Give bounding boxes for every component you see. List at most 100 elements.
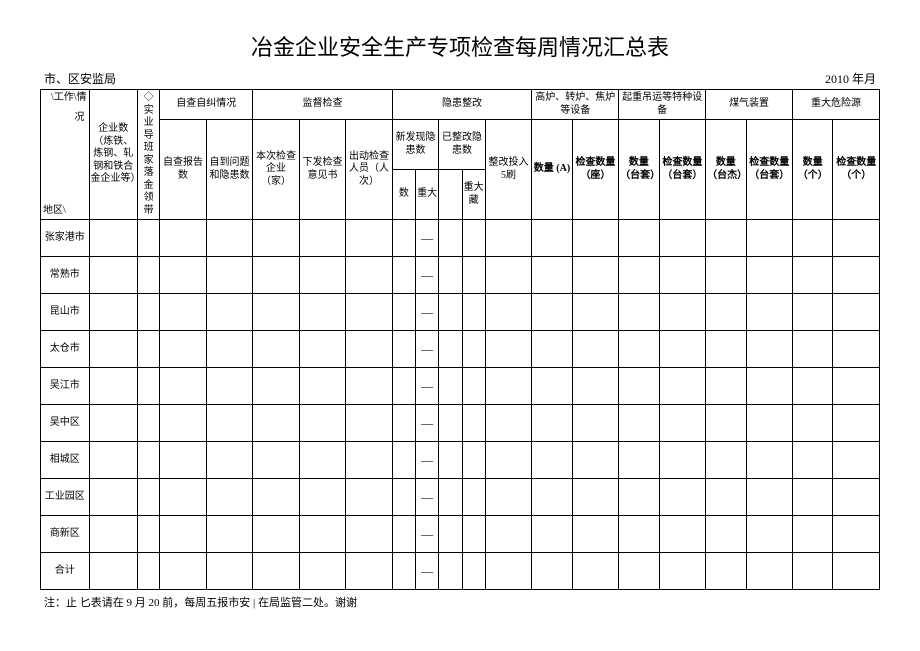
data-cell: [439, 331, 462, 368]
data-cell: [485, 553, 532, 590]
data-cell: [299, 368, 346, 405]
data-cell: [619, 553, 659, 590]
col-zhenggai-touru: 整改投入5刷: [485, 120, 532, 220]
data-cell: [619, 294, 659, 331]
data-cell: [706, 294, 746, 331]
data-cell: [833, 294, 880, 331]
meta-row: 市、区安监局 2010 年月: [40, 70, 880, 87]
grp-zhongda: 重大危险源: [793, 90, 880, 120]
data-cell: [746, 368, 793, 405]
data-cell: [572, 553, 619, 590]
data-cell: [746, 442, 793, 479]
data-cell: [346, 294, 393, 331]
data-cell: [89, 257, 138, 294]
table-row: 相城区—: [41, 442, 880, 479]
data-cell: [138, 294, 160, 331]
data-cell: [572, 220, 619, 257]
data-cell: [793, 405, 833, 442]
meta-left: 市、区安监局: [44, 70, 116, 87]
data-cell: [138, 220, 160, 257]
data-cell: [485, 331, 532, 368]
data-cell: [253, 220, 300, 257]
data-cell: [619, 368, 659, 405]
data-cell: [138, 516, 160, 553]
data-cell: [392, 257, 415, 294]
region-cell: 商新区: [41, 516, 90, 553]
table-row: 太仓市 —: [41, 331, 880, 368]
col-shuliang-tai: 数量（台套）: [619, 120, 659, 220]
data-cell: [160, 405, 207, 442]
data-cell: [706, 479, 746, 516]
data-cell: [572, 257, 619, 294]
data-cell: [346, 553, 393, 590]
data-cell: [746, 553, 793, 590]
data-cell: [439, 405, 462, 442]
col-xiafa: 下发检查意见书: [299, 120, 346, 220]
data-cell: [572, 405, 619, 442]
data-cell: [253, 257, 300, 294]
data-cell: [572, 479, 619, 516]
data-cell: [439, 479, 462, 516]
data-cell: [485, 516, 532, 553]
data-cell: [746, 220, 793, 257]
data-cell: —: [416, 479, 439, 516]
data-cell: [439, 553, 462, 590]
table-row: 吴中区—: [41, 405, 880, 442]
summary-table: \工作\情 况 地区\ 企业数（炼铁、炼钢、轧钢和铁合金企业等） ◇实业导班家落…: [40, 89, 880, 590]
data-cell: [206, 331, 253, 368]
data-cell: —: [416, 331, 439, 368]
data-cell: [346, 516, 393, 553]
table-head: \工作\情 况 地区\ 企业数（炼铁、炼钢、轧钢和铁合金企业等） ◇实业导班家落…: [41, 90, 880, 220]
data-cell: [439, 368, 462, 405]
data-cell: [485, 220, 532, 257]
data-cell: [160, 442, 207, 479]
footnote: 注：止 匕表请在 9 月 20 前，每周五报市安 | 在局监管二处。谢谢: [40, 594, 880, 610]
data-cell: [659, 479, 706, 516]
data-cell: [746, 405, 793, 442]
region-cell: 太仓市: [41, 331, 90, 368]
grp-meiqi: 煤气装置: [706, 90, 793, 120]
col-yi-zhongda: 重大藏: [462, 170, 485, 220]
data-cell: [659, 294, 706, 331]
data-cell: [462, 553, 485, 590]
data-cell: [346, 331, 393, 368]
data-cell: [138, 257, 160, 294]
data-cell: [138, 331, 160, 368]
data-cell: [89, 294, 138, 331]
data-cell: —: [416, 553, 439, 590]
data-cell: [138, 368, 160, 405]
data-cell: [392, 405, 415, 442]
data-cell: [462, 368, 485, 405]
data-cell: —: [416, 257, 439, 294]
data-cell: [346, 220, 393, 257]
data-cell: [253, 294, 300, 331]
data-cell: —: [416, 294, 439, 331]
data-cell: [160, 479, 207, 516]
data-cell: [532, 257, 572, 294]
col-benci: 本次检查企业（家）: [253, 120, 300, 220]
data-cell: —: [416, 405, 439, 442]
col-jiancha-ge: 检查数量（个）: [833, 120, 880, 220]
data-cell: [206, 257, 253, 294]
data-cell: [746, 294, 793, 331]
col-shuliang-taijie: 数量（台杰）: [706, 120, 746, 220]
data-cell: [532, 479, 572, 516]
col-shiye: ◇实业导班家落金领带: [138, 90, 160, 220]
col-shuliang-a: 数量 (A): [532, 120, 572, 220]
data-cell: [532, 368, 572, 405]
diag-header: \工作\情 况 地区\: [41, 90, 90, 220]
data-cell: [793, 294, 833, 331]
data-cell: [619, 405, 659, 442]
data-cell: [299, 553, 346, 590]
col-jiancha-tai2: 检查数量（台套）: [746, 120, 793, 220]
data-cell: [485, 294, 532, 331]
region-cell: 相城区: [41, 442, 90, 479]
data-cell: [160, 516, 207, 553]
data-cell: [532, 405, 572, 442]
data-cell: [462, 331, 485, 368]
data-cell: [439, 294, 462, 331]
data-cell: [89, 220, 138, 257]
data-cell: [89, 405, 138, 442]
data-cell: [160, 368, 207, 405]
data-cell: [572, 368, 619, 405]
